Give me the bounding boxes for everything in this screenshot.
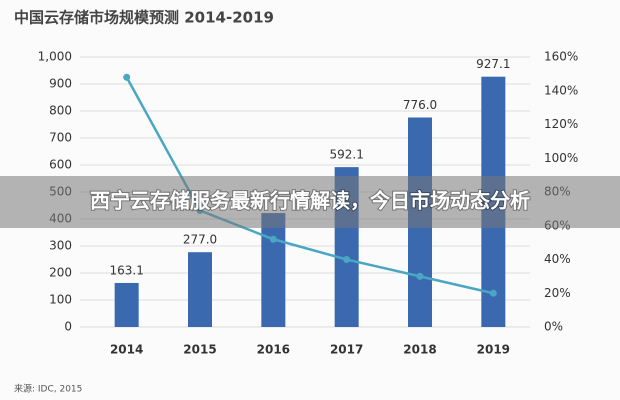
- y-tick-label: 200: [49, 266, 72, 280]
- x-tick-label: 2017: [330, 343, 363, 357]
- y-tick-label: 800: [49, 104, 72, 118]
- y2-tick-label: 0%: [544, 320, 563, 334]
- y2-tick-label: 160%: [544, 50, 578, 64]
- y-tick-label: 100: [49, 293, 72, 307]
- x-tick-label: 2016: [257, 343, 290, 357]
- source: 来源: IDC, 2015: [14, 384, 82, 395]
- bar: [114, 282, 139, 327]
- y2-tick-label: 20%: [544, 286, 571, 300]
- bar: [188, 252, 212, 327]
- value-label: 927.1: [476, 57, 510, 71]
- line-point: [343, 256, 351, 263]
- line-point: [269, 235, 277, 243]
- y-tick-label: 600: [49, 158, 72, 172]
- x-tick-label: 2015: [183, 343, 216, 357]
- y-tick-label: 1,000: [38, 50, 72, 64]
- banner-text: 西宁云存储服务最新行情解读，今日市场动态分析: [90, 189, 530, 213]
- y2-tick-label: 140%: [544, 83, 578, 97]
- line-point: [489, 289, 497, 297]
- bar: [261, 213, 286, 327]
- y2-tick-label: 40%: [544, 252, 571, 266]
- value-label: 592.1: [329, 148, 363, 162]
- line-point: [416, 272, 424, 280]
- y-tick-label: 700: [49, 131, 72, 145]
- y2-tick-label: 100%: [544, 151, 578, 165]
- value-label: 776.0: [403, 98, 437, 112]
- x-tick-label: 2018: [403, 343, 436, 357]
- y-tick-label: 900: [49, 77, 72, 91]
- x-tick-label: 2014: [110, 343, 143, 357]
- y2-tick-label: 120%: [544, 117, 578, 131]
- value-label: 163.1: [109, 263, 143, 277]
- chart-title: 中国云存储市场规模预测 2014-2019: [14, 9, 274, 27]
- overlay: 西宁云存储服务最新行情解读，今日市场动态分析: [0, 176, 620, 228]
- value-label: 277.0: [183, 233, 217, 247]
- y-tick-label: 300: [49, 239, 72, 253]
- banner-bg: [0, 176, 620, 228]
- x-tick-label: 2019: [477, 343, 510, 357]
- y-tick-label: 0: [64, 320, 72, 334]
- line-point: [123, 73, 131, 81]
